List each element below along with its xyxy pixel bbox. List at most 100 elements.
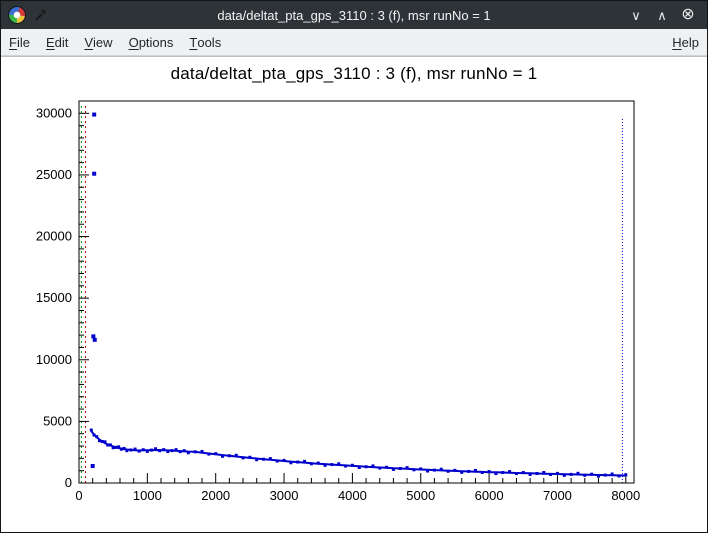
data-marker (467, 469, 471, 473)
data-marker (100, 439, 104, 443)
data-marker (200, 449, 204, 453)
data-marker (125, 449, 129, 453)
data-marker (182, 449, 186, 453)
y-tick-label: 10000 (36, 352, 72, 367)
data-marker (170, 449, 174, 453)
data-marker (535, 472, 539, 476)
data-marker (166, 450, 170, 454)
data-marker (309, 462, 313, 466)
close-button[interactable]: ⊗ (681, 6, 695, 23)
data-marker (248, 455, 252, 459)
outlier-marker (92, 337, 97, 342)
y-tick-label: 25000 (36, 167, 72, 182)
histogram-plot[interactable]: 0 5000 10000 15000 20000 25000 30000 0 1000 2000 3… (1, 57, 708, 533)
data-marker (289, 461, 293, 465)
data-marker (268, 457, 272, 461)
data-marker (364, 465, 368, 469)
data-marker (92, 433, 96, 437)
outlier-marker (92, 112, 97, 117)
data-marker (487, 470, 491, 474)
data-marker (371, 464, 375, 468)
plot-title: data/deltat_pta_gps_3110 : 3 (f), msr ru… (170, 64, 538, 83)
data-marker (542, 470, 546, 474)
y-axis: 0 5000 10000 15000 20000 25000 30000 (36, 100, 89, 490)
x-axis: 0 1000 2000 3000 4000 5000 6000 7000 8000 (75, 473, 640, 503)
data-marker (207, 452, 211, 456)
data-marker (114, 445, 118, 449)
titlebar[interactable]: data/deltat_pta_gps_3110 : 3 (f), msr ru… (1, 1, 707, 29)
data-marker (111, 446, 115, 450)
data-marker (221, 454, 225, 458)
data-marker (227, 454, 231, 458)
plot-frame (78, 100, 635, 484)
data-marker (405, 466, 409, 470)
data-marker (412, 468, 416, 472)
data-marker (158, 449, 162, 453)
data-marker (419, 467, 423, 471)
data-marker (480, 471, 484, 475)
data-points (89, 112, 628, 478)
data-marker (344, 464, 348, 468)
data-marker (303, 459, 307, 463)
data-marker (262, 457, 266, 461)
data-marker (549, 472, 553, 476)
data-marker (98, 439, 102, 443)
data-marker (583, 473, 587, 477)
data-marker (122, 446, 126, 450)
data-marker (528, 473, 532, 477)
canvas-area[interactable]: data/deltat_pta_gps_3110 : 3 (f), msr ru… (1, 56, 707, 532)
data-marker (137, 449, 141, 453)
data-marker (145, 449, 149, 453)
data-marker (117, 445, 121, 449)
y-tick-label: 20000 (36, 229, 72, 244)
x-tick-label: 6000 (475, 488, 504, 503)
data-marker (610, 472, 614, 476)
data-marker (514, 472, 518, 476)
data-marker (174, 448, 178, 452)
data-marker (596, 474, 600, 478)
root-logo-icon (8, 6, 26, 24)
wrench-icon (35, 8, 47, 21)
data-marker (178, 450, 182, 454)
x-tick-label: 3000 (270, 488, 299, 503)
x-tick-label: 7000 (543, 488, 572, 503)
x-tick-label: 4000 (338, 488, 367, 503)
data-marker (453, 468, 457, 472)
data-marker (275, 459, 279, 463)
data-marker (446, 469, 450, 473)
data-marker (89, 428, 93, 432)
data-marker (316, 461, 320, 465)
data-marker (337, 462, 341, 466)
data-marker (555, 471, 559, 475)
data-marker (460, 470, 464, 474)
data-marker (569, 472, 573, 476)
data-marker (473, 468, 477, 472)
data-marker (108, 443, 112, 447)
data-marker (576, 471, 580, 475)
menu-spacer (229, 29, 664, 55)
y-tick-label: 0 (65, 475, 72, 490)
data-marker (106, 443, 110, 447)
data-marker (255, 458, 259, 462)
data-marker (357, 466, 361, 470)
data-marker (426, 469, 430, 473)
data-marker (562, 473, 566, 477)
data-marker (296, 460, 300, 464)
outlier-marker (91, 334, 96, 339)
data-marker (391, 467, 395, 471)
minimize-button[interactable]: ∨ (631, 7, 641, 23)
data-marker (162, 448, 166, 452)
data-marker (154, 447, 158, 451)
data-marker (186, 451, 190, 455)
outlier-marker (92, 171, 97, 176)
data-marker (282, 458, 286, 462)
data-marker (398, 467, 402, 471)
outlier-marker (90, 463, 95, 468)
maximize-button[interactable]: ∧ (657, 7, 667, 23)
